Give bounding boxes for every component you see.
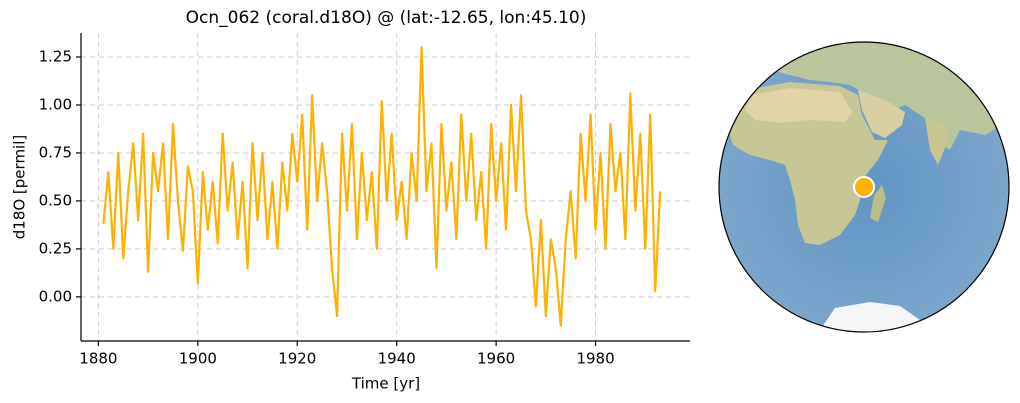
x-tick-label: 1940: [378, 350, 416, 368]
y-tick-label: 1.00: [39, 95, 72, 113]
data-line: [102, 46, 662, 327]
y-tick-label: 0.25: [39, 239, 72, 257]
globe-outline: [718, 41, 1010, 333]
plot-area: 0.00 0.25 0.50 0.75 1.00 1.25 1880 1900 1920 1940…: [39, 33, 690, 368]
x-tick-label: 1980: [576, 350, 614, 368]
site-marker: [853, 176, 875, 198]
arabia: [858, 90, 905, 138]
x-axis-label: Time [yr]: [351, 375, 420, 393]
x-tick-label: 1880: [79, 350, 117, 368]
y-tick-label: 0.75: [39, 143, 72, 161]
x-tick-label: 1900: [179, 350, 217, 368]
x-tick-label: 1920: [278, 350, 316, 368]
y-tick-label: 1.25: [39, 47, 72, 65]
africa: [727, 82, 888, 245]
globe: [718, 41, 1010, 333]
madagascar: [870, 185, 886, 222]
y-axis-label: d18O [permil]: [11, 135, 29, 240]
chart-title: Ocn_062 (coral.d18O) @ (lat:-12.65, lon:…: [186, 8, 587, 28]
y-tick-label: 0.50: [39, 191, 72, 209]
x-tick-label: 1960: [477, 350, 515, 368]
y-tick-label: 0.00: [39, 287, 72, 305]
india: [925, 118, 950, 165]
sahara: [745, 88, 852, 123]
